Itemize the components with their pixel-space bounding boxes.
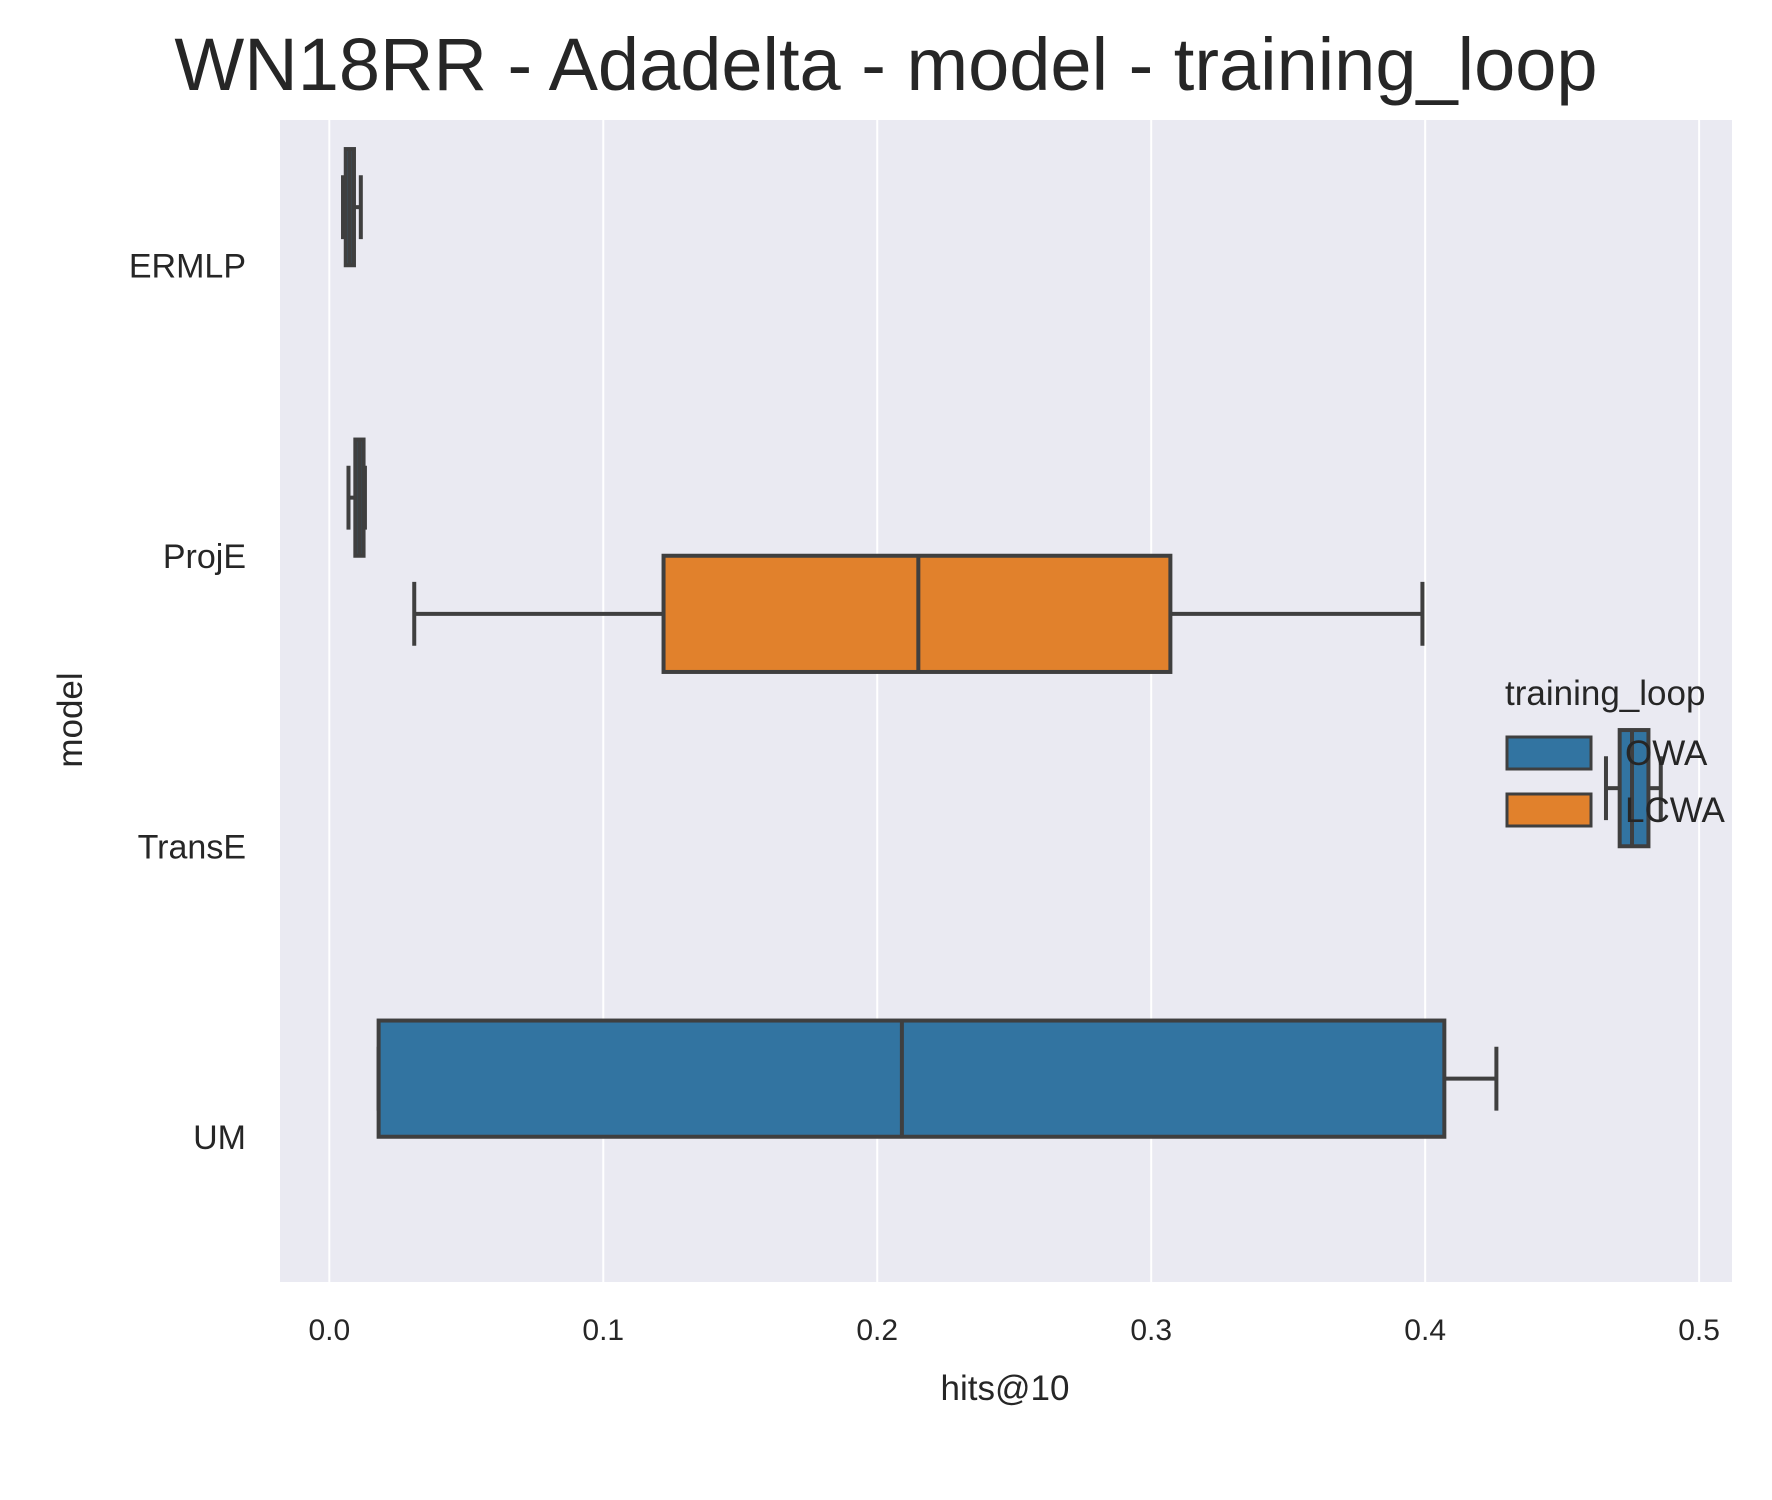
y-axis-label: model — [51, 672, 90, 767]
box-iqr — [1617, 728, 1651, 849]
x-grid-lines — [328, 120, 1701, 1282]
y-tick-label: ProjE — [163, 538, 246, 576]
box-elements — [341, 147, 1663, 1139]
box-owa-ermlp — [341, 147, 363, 268]
x-tick-label: 0.3 — [1130, 1314, 1172, 1347]
legend-title: training_loop — [1505, 674, 1705, 713]
legend-swatch-owa — [1505, 735, 1593, 771]
box-owa-proje — [346, 437, 367, 558]
legend: training_loop OWA LCWA — [1505, 674, 1725, 830]
box-iqr — [376, 1018, 1447, 1139]
legend-label-lcwa: LCWA — [1625, 791, 1725, 830]
y-tick-label: TransE — [138, 828, 246, 866]
x-tick-label: 0.1 — [582, 1314, 624, 1347]
x-tick-label: 0.2 — [856, 1314, 898, 1347]
y-tick-label: UM — [193, 1119, 246, 1157]
box-owa-um — [376, 1018, 1499, 1139]
box-owa-transe — [1603, 728, 1663, 849]
legend-swatch-lcwa — [1505, 792, 1593, 828]
box-lcwa-proje — [412, 553, 1425, 674]
legend-label-owa: OWA — [1625, 734, 1708, 773]
y-tick-label: ERMLP — [129, 247, 246, 285]
x-tick-labels: 0.0 0.1 0.2 0.3 0.4 0.5 — [308, 1314, 1720, 1347]
x-tick-label: 0.4 — [1404, 1314, 1446, 1347]
chart-title: WN18RR - Adadelta - model - training_loo… — [174, 23, 1597, 106]
y-tick-labels: ERMLP ProjE TransE UM — [129, 247, 246, 1157]
x-axis-label: hits@10 — [941, 1369, 1070, 1408]
x-tick-label: 0.5 — [1678, 1314, 1720, 1347]
x-tick-label: 0.0 — [308, 1314, 350, 1347]
